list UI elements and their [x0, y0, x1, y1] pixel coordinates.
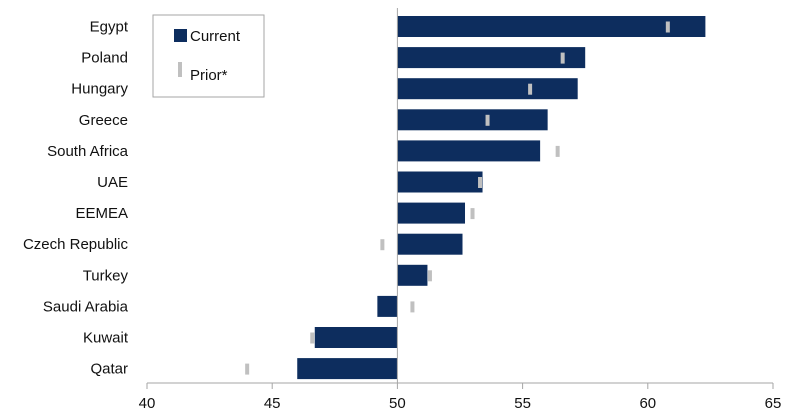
- prior-ticks: [245, 21, 670, 375]
- category-label: Hungary: [71, 81, 128, 98]
- tick-prior: [245, 363, 250, 375]
- legend-box: [152, 14, 265, 98]
- bar-current: [397, 47, 586, 69]
- x-axis: 40 45 50 55 60 65: [139, 8, 782, 412]
- x-tick-label: 55: [514, 395, 531, 412]
- legend-current-swatch: [174, 29, 187, 42]
- current-bars: [297, 16, 706, 380]
- category-labels: Egypt Poland Hungary Greece South Africa UAE E…: [23, 19, 129, 378]
- legend: Current Prior*: [152, 14, 265, 98]
- tick-prior: [485, 114, 490, 126]
- tick-prior: [427, 270, 432, 282]
- bar-current: [397, 16, 706, 37]
- category-label: Egypt: [90, 19, 129, 36]
- bar-current: [397, 109, 548, 131]
- tick-prior: [310, 332, 315, 344]
- tick-prior: [560, 52, 565, 64]
- bar-current: [397, 171, 483, 193]
- bar-current: [297, 358, 398, 380]
- tick-prior: [478, 177, 483, 188]
- category-label: Qatar: [90, 361, 128, 378]
- tick-prior: [380, 239, 385, 251]
- legend-prior-label: Prior*: [190, 67, 228, 84]
- category-label: Turkey: [83, 267, 129, 284]
- legend-current-label: Current: [190, 28, 241, 45]
- bar-current: [377, 295, 398, 317]
- bar-current: [397, 140, 541, 162]
- x-tick-label: 60: [639, 395, 656, 412]
- category-label: South Africa: [47, 143, 129, 160]
- legend-prior-swatch: [178, 62, 182, 77]
- x-tick-label: 40: [139, 395, 156, 412]
- tick-prior: [555, 145, 560, 157]
- category-label: Poland: [81, 50, 128, 67]
- bar-current: [397, 264, 428, 286]
- bar-current: [397, 78, 578, 100]
- bar-current: [314, 327, 398, 348]
- category-label: Saudi Arabia: [43, 298, 129, 315]
- tick-prior: [528, 83, 533, 95]
- x-tick-label: 45: [264, 395, 281, 412]
- category-label: Kuwait: [83, 330, 129, 347]
- x-tick-label: 65: [765, 395, 782, 412]
- tick-prior: [470, 208, 475, 220]
- x-tick-label: 50: [389, 395, 406, 412]
- category-label: EEMEA: [75, 205, 128, 222]
- bar-current: [397, 233, 463, 255]
- tick-prior: [410, 301, 415, 313]
- category-label: UAE: [97, 174, 128, 191]
- tick-prior: [665, 21, 670, 33]
- bar-current: [397, 202, 466, 224]
- category-label: Greece: [79, 112, 128, 129]
- category-label: Czech Republic: [23, 236, 129, 253]
